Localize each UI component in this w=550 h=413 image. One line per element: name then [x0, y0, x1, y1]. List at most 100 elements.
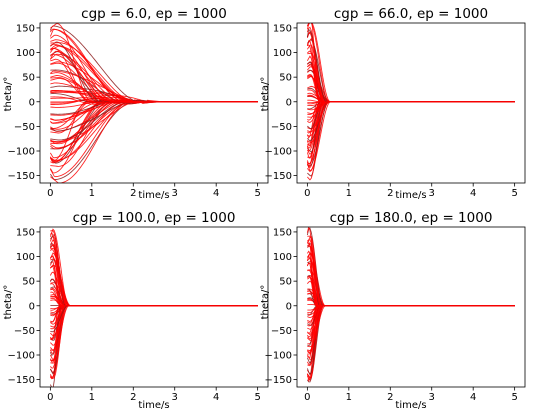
subplot-2-trajectory	[307, 101, 515, 121]
subplot-3-trajectory	[50, 232, 258, 307]
subplot-4-trajectory	[306, 305, 515, 355]
subplot-2-xtick-label: 4	[470, 188, 476, 199]
subplot-4-trajectory	[307, 305, 515, 366]
subplot-4-ytick-label: −100	[265, 351, 292, 362]
subplot-3-trajectory	[50, 287, 258, 307]
subplot-3-trajectory	[49, 271, 258, 307]
subplot-2-trajectory	[306, 101, 515, 172]
subplot-4-trajectory	[306, 305, 515, 380]
subplot-3-trajectory	[49, 305, 258, 387]
subplot-2-trajectory	[307, 95, 515, 103]
subplot-3-trajectory	[50, 297, 258, 307]
subplot-3-trajectory	[49, 256, 258, 307]
subplot-2-trajectory	[307, 69, 515, 103]
subplot-4-trajectory	[307, 298, 515, 307]
subplot-1-xtick-label: 2	[130, 188, 136, 199]
subplot-3-ytick-label: −150	[8, 375, 35, 386]
subplot-1-series	[49, 23, 258, 183]
subplot-3-trajectory	[49, 239, 258, 307]
subplot-1: cgp = 6.0, ep = 1000 time/s theta/° 0 1 2 3…	[3, 6, 269, 201]
subplot-3-trajectory	[50, 305, 258, 341]
subplot-2-trajectory	[306, 40, 515, 103]
subplot-1-xtick-label: 1	[89, 188, 95, 199]
subplot-3-ytick-label: 100	[16, 252, 35, 263]
subplot-4-plot: 0 1 2 3 4 5 −150 −100 −50 0 50 100 150	[265, 226, 526, 403]
subplot-3-trajectory	[49, 242, 258, 307]
subplot-4-series	[306, 227, 515, 383]
subplot-2-trajectory	[307, 101, 515, 114]
subplot-4-trajectory	[307, 305, 515, 316]
subplot-4-trajectory	[306, 305, 515, 383]
subplot-3-ytick-label: 50	[22, 277, 35, 288]
subplot-3-trajectory	[50, 305, 258, 325]
subplot-4-trajectory	[307, 305, 515, 319]
subplot-3-trajectory	[50, 305, 258, 379]
subplot-3-trajectory	[49, 252, 258, 307]
subplot-2-frame	[296, 22, 526, 184]
subplot-4-trajectory	[307, 305, 515, 334]
subplot-3-trajectory	[50, 305, 258, 323]
subplot-3-trajectory	[50, 296, 258, 307]
subplot-3-xtick-label: 3	[172, 392, 178, 403]
subplot-3-trajectory	[50, 305, 258, 341]
subplot-4-trajectory	[307, 280, 515, 307]
subplot-2-xtick-label: 3	[429, 188, 435, 199]
subplot-4-trajectory	[306, 262, 515, 307]
subplot-3-trajectory	[50, 264, 258, 307]
subplot-2-ylabel: theta/°	[260, 77, 271, 112]
subplot-2-trajectory	[307, 101, 515, 181]
subplot-4-trajectory	[307, 305, 515, 355]
subplot-4-trajectory	[307, 305, 515, 336]
subplot-3-trajectory	[50, 230, 258, 307]
subplot-2-trajectory	[307, 101, 515, 133]
subplot-3-trajectory	[49, 305, 258, 380]
subplot-2-trajectory	[307, 101, 515, 116]
subplot-3-ytick-label: 0	[29, 301, 35, 312]
subplot-1-ytick-label: 0	[29, 97, 35, 108]
subplot-1-xtick-label: 5	[254, 188, 260, 199]
subplot-3-trajectory	[50, 305, 258, 362]
subplot-3-xtick-label: 4	[213, 392, 219, 403]
subplot-3-trajectory	[49, 305, 258, 361]
subplot-2-trajectory	[306, 23, 515, 103]
subplot-4-trajectory	[307, 305, 515, 352]
subplot-2-trajectory	[306, 30, 515, 103]
subplot-4-trajectory	[307, 298, 515, 307]
subplot-3-trajectory	[49, 305, 258, 355]
subplot-4-ytick-label: −150	[265, 375, 292, 386]
subplot-4-trajectory	[306, 236, 515, 307]
subplot-3: cgp = 100.0, ep = 1000 time/s theta/° 0 1…	[3, 210, 269, 411]
subplot-1-ytick-label: −150	[8, 171, 35, 182]
subplot-4-trajectory	[307, 290, 515, 307]
subplot-4-trajectory	[307, 257, 515, 307]
subplot-1-trajectory	[49, 28, 258, 103]
subplot-4-trajectory	[306, 305, 515, 379]
subplot-2-trajectory	[307, 44, 515, 103]
subplot-4-trajectory	[307, 305, 515, 354]
subplot-4-trajectory	[307, 269, 515, 307]
subplot-4-trajectory	[307, 275, 515, 307]
subplot-2-trajectory	[306, 28, 515, 103]
subplot-3-plot: 0 1 2 3 4 5 −150 −100 −50 0 50 100 150	[8, 226, 269, 403]
subplot-4-trajectory	[307, 299, 515, 307]
subplot-4-xtick-label: 0	[304, 392, 310, 403]
subplot-2-trajectory	[307, 101, 515, 167]
subplot-4-trajectory	[307, 305, 515, 340]
subplot-4-trajectory	[307, 290, 515, 307]
subplot-4-trajectory	[307, 305, 515, 330]
subplot-3-xtick-label: 2	[130, 392, 136, 403]
subplot-2-trajectory	[307, 64, 515, 103]
subplot-3-trajectory	[50, 305, 258, 369]
subplot-4-trajectory	[307, 292, 515, 307]
subplot-2-xtick-label: 2	[387, 188, 393, 199]
subplot-4-trajectory	[307, 253, 515, 307]
subplot-2-trajectory	[306, 101, 515, 155]
subplot-2-trajectory	[306, 26, 515, 103]
subplot-4-frame	[296, 226, 526, 388]
subplot-4-trajectory	[306, 255, 515, 307]
subplot-2-trajectory	[307, 101, 515, 177]
subplot-1-title: cgp = 6.0, ep = 1000	[81, 6, 227, 22]
subplot-3-trajectory	[49, 255, 258, 307]
subplot-4-trajectory	[307, 305, 515, 341]
subplot-1-ytick-label: 50	[22, 73, 35, 84]
